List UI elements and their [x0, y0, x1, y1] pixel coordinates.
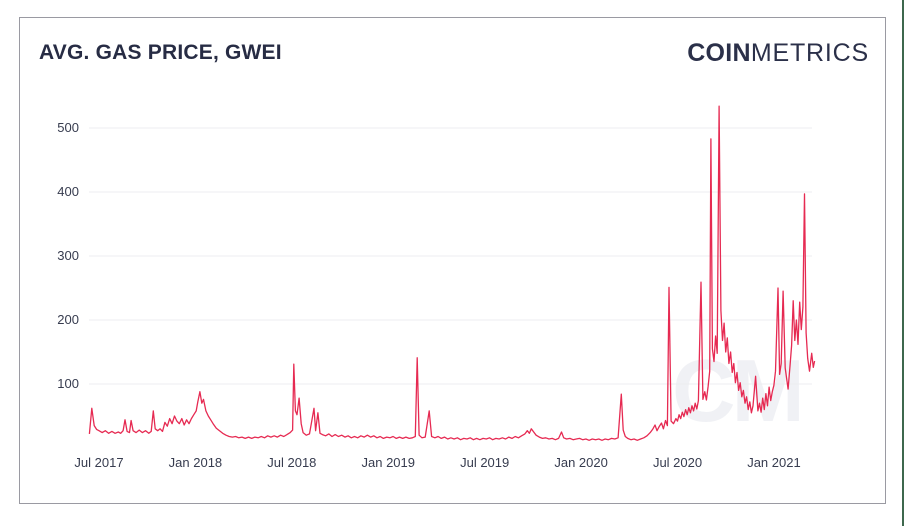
x-tick-label-jul-2017: Jul 2017 — [74, 455, 124, 470]
x-tick-label-jan-2019: Jan 2019 — [361, 455, 416, 470]
y-tick-label-200: 200 — [57, 312, 79, 327]
avg-gas-price-series-line — [88, 105, 816, 441]
logo-metrics-text: METRICS — [750, 38, 869, 67]
x-tick-label-jul-2020: Jul 2020 — [652, 455, 703, 470]
plot-area — [88, 96, 819, 448]
logo-coin-text: COIN — [687, 38, 751, 67]
y-tick-label-500: 500 — [57, 120, 79, 135]
x-tick-label-jul-2019: Jul 2019 — [460, 455, 510, 470]
y-tick-label-300: 300 — [57, 248, 79, 263]
y-tick-label-400: 400 — [57, 184, 79, 199]
right-edge-divider — [902, 0, 904, 526]
card-header: AVG. GAS PRICE, GWEI COINMETRICS — [20, 18, 885, 80]
coinmetrics-logo: COINMETRICS — [687, 39, 869, 68]
chart-card: AVG. GAS PRICE, GWEI COINMETRICS CM 100 2… — [19, 17, 886, 504]
y-tick-label-100: 100 — [57, 376, 79, 391]
x-tick-label-jul-2018: Jul 2018 — [267, 455, 317, 470]
x-tick-label-jan-2018: Jan 2018 — [168, 455, 223, 470]
chart-title: AVG. GAS PRICE, GWEI — [39, 41, 282, 64]
gas-price-line-chart — [88, 105, 816, 441]
x-tick-label-jan-2021: Jan 2021 — [747, 455, 801, 470]
x-tick-label-jan-2020: Jan 2020 — [554, 455, 608, 470]
